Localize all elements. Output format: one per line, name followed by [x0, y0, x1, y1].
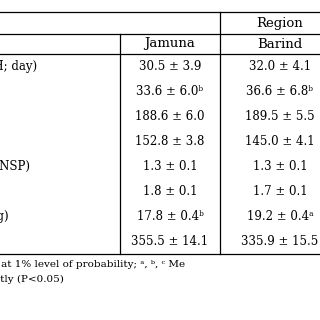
- Text: 355.5 ± 14.1: 355.5 ± 14.1: [132, 235, 209, 248]
- Text: Region: Region: [257, 17, 303, 29]
- Text: t (PEW; kg): t (PEW; kg): [0, 210, 9, 223]
- Text: Jamuna: Jamuna: [145, 37, 196, 51]
- Text: Significant at 1% level of probability; ᵃ, ᵇ, ᶜ Me: Significant at 1% level of probability; …: [0, 260, 185, 269]
- Text: 17.8 ± 0.4ᵇ: 17.8 ± 0.4ᵇ: [137, 210, 204, 223]
- Text: 152.8 ± 3.8: 152.8 ± 3.8: [135, 135, 205, 148]
- Text: 1.3 ± 0.1: 1.3 ± 0.1: [143, 160, 197, 173]
- Text: eat (OPPH; day): eat (OPPH; day): [0, 60, 37, 73]
- Text: 1.3 ± 0.1: 1.3 ± 0.1: [253, 160, 307, 173]
- Text: 19.2 ± 0.4ᵃ: 19.2 ± 0.4ᵃ: [247, 210, 313, 223]
- Text: egnancy (NSP): egnancy (NSP): [0, 160, 30, 173]
- Text: r significantly (P<0.05): r significantly (P<0.05): [0, 275, 64, 284]
- Text: 188.6 ± 6.0: 188.6 ± 6.0: [135, 110, 205, 123]
- Text: 30.5 ± 3.9: 30.5 ± 3.9: [139, 60, 201, 73]
- Text: 189.5 ± 5.5: 189.5 ± 5.5: [245, 110, 315, 123]
- Text: 1.8 ± 0.1: 1.8 ± 0.1: [143, 185, 197, 198]
- Text: 32.0 ± 4.1: 32.0 ± 4.1: [249, 60, 311, 73]
- Text: 36.6 ± 6.8ᵇ: 36.6 ± 6.8ᵇ: [246, 85, 314, 98]
- Text: 145.0 ± 4.1: 145.0 ± 4.1: [245, 135, 315, 148]
- Text: 335.9 ± 15.5: 335.9 ± 15.5: [241, 235, 319, 248]
- Text: 1.7 ± 0.1: 1.7 ± 0.1: [253, 185, 307, 198]
- Text: 33.6 ± 6.0ᵇ: 33.6 ± 6.0ᵇ: [136, 85, 204, 98]
- Text: Barind: Barind: [257, 37, 303, 51]
